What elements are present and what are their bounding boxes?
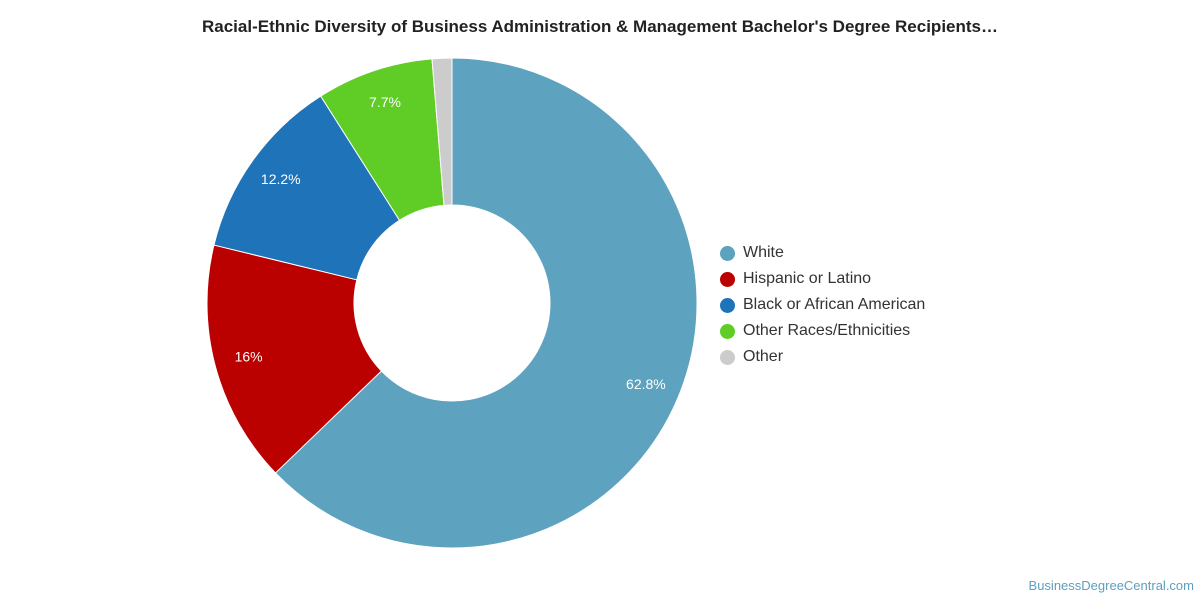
legend-label: Other Races/Ethnicities: [743, 322, 911, 339]
legend-label: White: [743, 244, 784, 261]
legend-label: Hispanic or Latino: [743, 270, 872, 287]
legend-label: Black or African American: [743, 296, 926, 313]
chart-legend: White Hispanic or Latino Black or African …: [720, 240, 925, 370]
source-credit[interactable]: BusinessDegreeCentral.com: [1028, 578, 1194, 593]
legend-swatch: [720, 297, 735, 313]
legend-swatch: [720, 271, 735, 287]
legend-item[interactable]: Other Races/Ethnicities: [720, 318, 925, 344]
legend-item[interactable]: Black or African American: [720, 292, 925, 318]
legend-swatch: [720, 245, 735, 261]
legend-swatch: [720, 349, 735, 365]
slice-value-label: 62.8%: [626, 376, 666, 392]
legend-label: Other: [743, 348, 784, 365]
legend-item[interactable]: Hispanic or Latino: [720, 266, 925, 292]
donut-slice-2[interactable]: [213, 95, 401, 281]
donut-slice-0[interactable]: [274, 57, 698, 549]
chart-title: Racial-Ethnic Diversity of Business Admi…: [201, 17, 998, 36]
slice-value-label: 16%: [235, 349, 263, 365]
donut-slice-labels: 62.8% 16% 12.2% 7.7%: [235, 94, 666, 392]
donut-slice-1[interactable]: [206, 244, 383, 474]
donut-slices: [206, 57, 698, 549]
legend-swatch: [720, 323, 735, 339]
donut-slice-4[interactable]: [431, 57, 453, 206]
legend-item[interactable]: White: [720, 240, 925, 266]
slice-value-label: 12.2%: [261, 171, 301, 187]
slice-value-label: 7.7%: [369, 94, 401, 110]
legend-item[interactable]: Other: [720, 344, 925, 370]
